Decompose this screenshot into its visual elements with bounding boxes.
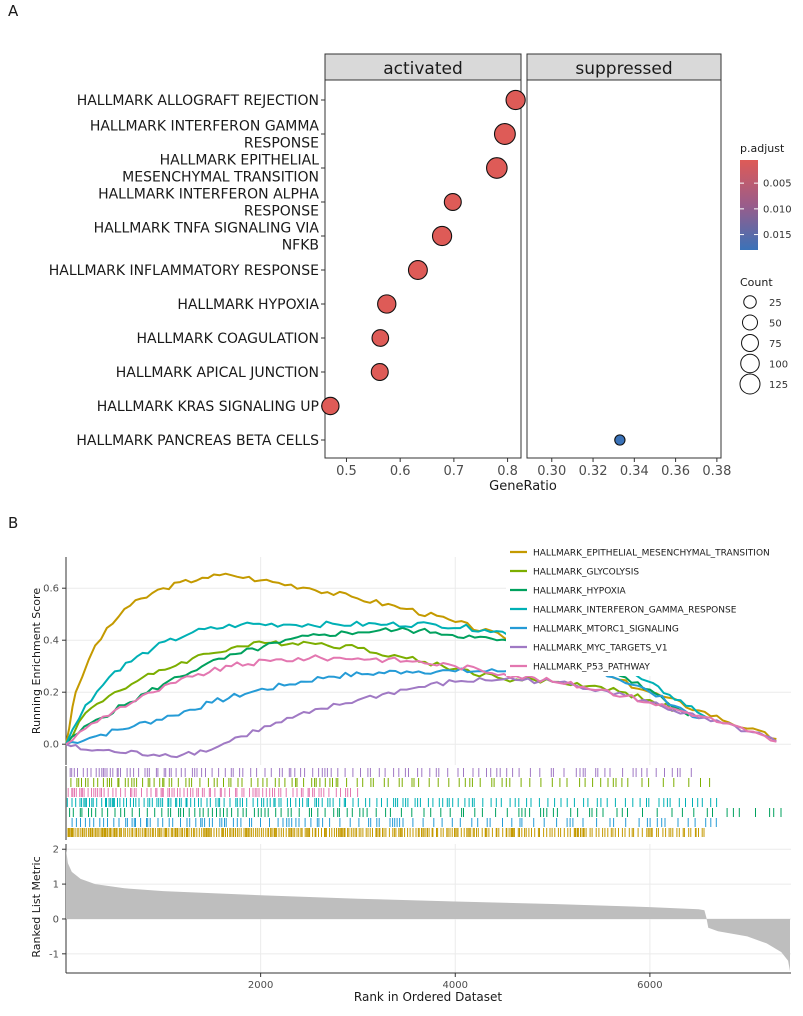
es-y-tick-label: 0.0: [43, 740, 59, 751]
metric-x-tick-label: 6000: [637, 980, 662, 991]
es-y-tick-label: 0.2: [43, 688, 59, 699]
category-label: HALLMARK INTERFERON ALPHA: [98, 187, 319, 203]
panel-a-facet-right: suppressed: [526, 53, 722, 459]
category-label: RESPONSE: [244, 136, 319, 152]
category-label: HALLMARK EPITHELIAL: [160, 153, 320, 169]
es-legend-label: HALLMARK_P53_PATHWAY: [533, 663, 650, 673]
panel-a-category-labels: HALLMARK ALLOGRAFT REJECTION HALLMARK INT…: [49, 93, 320, 449]
x-tick-label: 0.8: [497, 464, 518, 479]
dot-point: [370, 362, 389, 382]
category-label: HALLMARK INTERFERON GAMMA: [90, 119, 320, 135]
es-legend-background: [506, 542, 798, 676]
metric-x-tick-label: 2000: [248, 980, 273, 991]
dot-point: [486, 157, 508, 179]
es-legend-label: HALLMARK_GLYCOLYSIS: [533, 568, 639, 578]
facet-label-suppressed: suppressed: [575, 59, 672, 79]
size-legend-circle: [739, 373, 761, 395]
category-label: HALLMARK TNFA SIGNALING VIA: [94, 221, 320, 237]
panel-a-facet-left: activated: [324, 53, 522, 459]
es-y-tick-label: 0.6: [43, 584, 59, 595]
category-label: HALLMARK PANCREAS BETA CELLS: [76, 433, 319, 449]
es-legend: HALLMARK_EPITHELIAL_MESENCHYMAL_TRANSITI…: [506, 542, 798, 676]
size-legend-label: 125: [769, 380, 788, 391]
size-legend-circle: [740, 353, 760, 374]
dot-point: [505, 89, 526, 111]
color-legend-title: p.adjust: [740, 142, 785, 155]
dot-point: [407, 260, 428, 280]
x-tick-label: 0.38: [702, 464, 731, 479]
panel-b-metric-plot: -1 0 1 2 2000 4000 6000 Ranked List Metric Ra…: [30, 844, 791, 1004]
es-series-line: [65, 654, 777, 746]
metric-y-tick-label: 1: [53, 880, 59, 891]
color-legend-label: 0.010: [763, 204, 792, 215]
dot-point: [431, 225, 453, 247]
facet-label-activated: activated: [383, 59, 463, 79]
facet-strip-activated: [324, 53, 522, 81]
metric-xlabel: Rank in Ordered Dataset: [354, 990, 502, 1004]
dot-point: [443, 192, 462, 212]
es-legend-label: HALLMARK_EPITHELIAL_MESENCHYMAL_TRANSITI…: [533, 549, 770, 559]
category-label: NFKB: [282, 238, 319, 254]
category-label: HALLMARK ALLOGRAFT REJECTION: [77, 93, 319, 109]
size-legend: Count 25 50 75 100 125: [739, 276, 788, 395]
x-tick-label: 0.6: [390, 464, 411, 479]
dot-point: [321, 396, 340, 416]
metric-ylabel: Ranked List Metric: [30, 856, 43, 957]
color-legend-bar: [740, 160, 758, 250]
x-tick-label: 0.30: [537, 464, 566, 479]
category-label: MESENCHYMAL TRANSITION: [122, 170, 319, 186]
x-tick-label: 0.5: [336, 464, 357, 479]
metric-y-tick-label: 0: [53, 914, 59, 925]
facet-panel-suppressed: [526, 79, 722, 459]
panel-a-points: [321, 89, 626, 446]
es-ylabel: Running Enrichment Score: [30, 588, 43, 734]
es-legend-label: HALLMARK_MTORC1_SIGNALING: [533, 625, 679, 635]
size-legend-label: 75: [769, 339, 782, 350]
panel-a-label: A: [8, 2, 19, 20]
dot-point: [614, 434, 626, 446]
category-label: HALLMARK APICAL JUNCTION: [116, 365, 319, 381]
es-legend-label: HALLMARK_MYC_TARGETS_V1: [533, 644, 668, 654]
panel-a-xlabel: GeneRatio: [489, 479, 557, 494]
size-legend-label: 25: [769, 298, 782, 309]
size-legend-circle: [741, 334, 759, 352]
category-label: HALLMARK INFLAMMATORY RESPONSE: [49, 263, 319, 279]
dot-point: [493, 123, 516, 145]
size-legend-label: 100: [769, 360, 788, 371]
color-legend-label: 0.015: [763, 230, 792, 241]
x-tick-label: 0.34: [620, 464, 649, 479]
metric-y-tick-label: 2: [53, 845, 59, 856]
facet-strip-suppressed: [526, 53, 722, 81]
size-legend-circle: [741, 314, 759, 331]
es-legend-label: HALLMARK_HYPOXIA: [533, 587, 627, 597]
es-legend-label: HALLMARK_INTERFERON_GAMMA_RESPONSE: [533, 606, 737, 616]
panel-b-rug: [65, 766, 782, 840]
color-legend: p.adjust 0.005 0.010 0.015: [740, 142, 792, 250]
metric-x-tick-label: 4000: [443, 980, 468, 991]
category-label: HALLMARK HYPOXIA: [177, 297, 319, 313]
dot-point: [371, 329, 390, 347]
category-label: RESPONSE: [244, 204, 319, 220]
es-y-tick-label: 0.4: [43, 636, 59, 647]
color-legend-label: 0.005: [763, 179, 792, 190]
category-label: HALLMARK COAGULATION: [137, 331, 319, 347]
panel-a-x-axis: 0.5 0.6 0.7 0.8 0.30 0.32 0.34 0.36 0.38: [336, 458, 731, 479]
x-tick-label: 0.7: [444, 464, 465, 479]
size-legend-title: Count: [740, 276, 773, 289]
x-tick-label: 0.36: [661, 464, 690, 479]
dot-point: [377, 294, 397, 314]
metric-area: [66, 849, 790, 972]
es-series-line: [65, 676, 777, 759]
panel-b-label: B: [8, 514, 18, 532]
es-series-line: [65, 663, 699, 746]
category-label: HALLMARK KRAS SIGNALING UP: [97, 399, 319, 415]
panel-a-y-ticks: [321, 99, 325, 441]
panel-b-es-plot: 0.0 0.2 0.4 0.6 Running Enrichment Score HA…: [30, 542, 798, 765]
metric-y-tick-label: -1: [49, 949, 59, 960]
size-legend-circle: [743, 295, 757, 309]
x-tick-label: 0.32: [579, 464, 608, 479]
size-legend-label: 50: [769, 319, 782, 330]
